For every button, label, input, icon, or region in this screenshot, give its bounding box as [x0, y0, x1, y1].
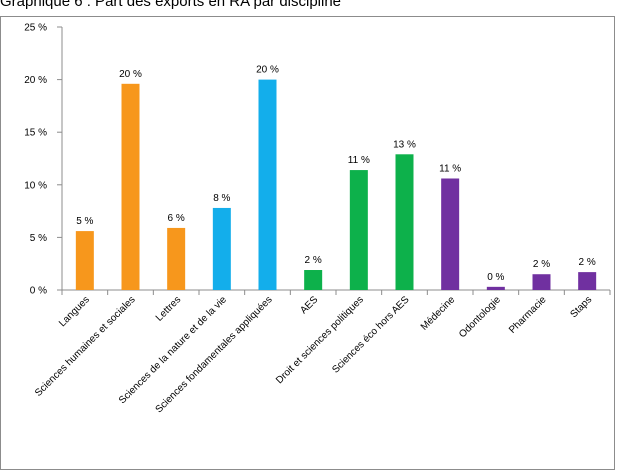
data-labels: 5 % 20 % 6 % 8 % 20 % 2 % 11 % 13 % 11 % 0 % 2 % 2 … — [76, 65, 596, 283]
y-tick-label: 0 % — [30, 286, 47, 297]
bar-medecine — [441, 178, 460, 290]
data-label-sciences-humaines-et-sociales: 20 % — [119, 69, 142, 80]
data-label-sciences-eco-hors-aes: 13 % — [393, 139, 416, 150]
data-label-sciences-de-la-nature-et-de-la-vie: 8 % — [213, 193, 230, 204]
category-label-aes: AES — [298, 294, 320, 316]
category-label-pharmacie: Pharmacie — [507, 294, 549, 336]
data-label-langues: 5 % — [76, 216, 93, 227]
category-label-sciences-humaines-et-sociales: Sciences humaines et sociales — [33, 294, 137, 398]
y-tick-label: 10 % — [24, 180, 47, 191]
bar-sciences-de-la-nature-et-de-la-vie — [212, 207, 231, 290]
category-label-lettres: Lettres — [154, 294, 183, 323]
category-label-langues: Langues — [57, 294, 92, 329]
bar-pharmacie — [532, 274, 551, 290]
category-label-sciences-eco-hors-aes: Sciences éco hors AES — [330, 294, 412, 376]
bar-sciences-fondamentales-appliquees — [258, 79, 277, 290]
y-tick-label: 15 % — [24, 128, 47, 139]
x-axis — [61, 289, 611, 295]
bar-staps — [578, 272, 597, 290]
bar-sciences-eco-hors-aes — [395, 154, 414, 290]
bar-droit-et-sciences-politiques — [349, 170, 368, 290]
data-label-pharmacie: 2 % — [533, 259, 550, 270]
data-label-aes: 2 % — [305, 255, 322, 266]
data-label-medecine: 11 % — [439, 163, 461, 174]
category-label-staps: Staps — [568, 294, 594, 320]
chart-frame — [0, 16, 615, 470]
category-label-droit-et-sciences-politiques: Droit et sciences politiques — [274, 294, 366, 386]
bar-langues — [75, 231, 94, 290]
data-label-droit-et-sciences-politiques: 11 % — [348, 155, 370, 166]
y-axis: 0 % 5 % 10 % 15 % 20 % 25 % — [24, 23, 63, 297]
bar-odontologie — [486, 286, 505, 290]
chart-title: Graphique 6 : Part des exports en RA par… — [0, 0, 342, 10]
data-label-sciences-fondamentales-appliquees: 20 % — [256, 65, 279, 76]
bar-sciences-humaines-et-sociales — [121, 83, 140, 290]
y-tick-label: 5 % — [30, 233, 47, 244]
bar-aes — [304, 270, 323, 290]
y-tick-label: 25 % — [24, 23, 47, 34]
data-label-lettres: 6 % — [168, 213, 185, 224]
category-label-odontologie: Odontologie — [457, 294, 503, 340]
data-label-staps: 2 % — [579, 257, 596, 268]
y-tick-label: 20 % — [24, 75, 47, 86]
data-label-odontologie: 0 % — [487, 272, 504, 283]
category-label-medecine: Médecine — [419, 294, 458, 333]
bar-lettres — [167, 227, 186, 290]
bars — [75, 79, 597, 290]
